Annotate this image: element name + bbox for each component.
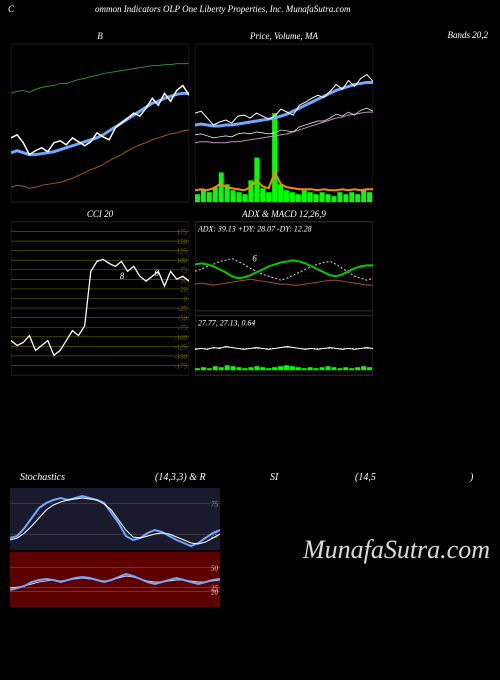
lbl-p3: ): [470, 472, 473, 483]
panel-pricevol: Price, Volume, MA: [194, 30, 374, 204]
watermark: MunafaSutra.com: [303, 535, 490, 565]
stochastics-chart: 7525: [10, 488, 220, 550]
svg-text:20: 20: [211, 588, 219, 596]
rsi-chart: 502520: [10, 552, 220, 607]
cci-chart: 1751501251007550250-25-50-75-100-125-150…: [11, 221, 189, 376]
adxmacd-chart: ADX: 39.13 +DY: 28.07 -DY: 12.28 6 27.77, …: [195, 221, 373, 376]
bbands-chart: [11, 43, 189, 203]
bands-label: Bands 20,2: [378, 30, 488, 40]
empty-cell: [378, 208, 488, 377]
adxmacd-title: ADX & MACD 12,26,9: [195, 209, 373, 219]
svg-text:175: 175: [177, 229, 188, 236]
svg-text:150: 150: [177, 239, 188, 246]
svg-text:75: 75: [180, 268, 187, 275]
panel-bbands: B: [10, 30, 190, 204]
svg-text:0: 0: [184, 296, 188, 303]
pricevol-title: Price, Volume, MA: [195, 31, 373, 41]
svg-text:8: 8: [120, 271, 125, 281]
svg-text:6: 6: [154, 268, 159, 278]
lbl-p2: (14,5: [355, 472, 376, 483]
panel-bandslabel: Bands 20,2: [378, 30, 488, 204]
panel-cci: CCI 20 1751501251007550250-25-50-75-100-…: [10, 208, 190, 377]
svg-text:75: 75: [211, 501, 219, 509]
cci-title: CCI 20: [11, 209, 189, 219]
pricevol-chart: [195, 43, 373, 203]
bottom-panels: 7525 502520: [10, 488, 220, 607]
svg-text:27.77, 27.13, 0.64: 27.77, 27.13, 0.64: [198, 319, 255, 328]
svg-text:-75: -75: [178, 325, 188, 332]
panel-adxmacd: ADX & MACD 12,26,9 ADX: 39.13 +DY: 28.07…: [194, 208, 374, 377]
svg-text:-150: -150: [174, 354, 187, 361]
header-mid: ommon Indicators OLP One Liberty Propert…: [95, 4, 350, 14]
svg-text:6: 6: [252, 253, 257, 263]
lbl-si: SI: [270, 472, 278, 483]
svg-text:125: 125: [177, 249, 188, 256]
svg-text:50: 50: [211, 565, 219, 573]
bbands-title: B: [11, 31, 189, 41]
lbl-stoch: Stochastics: [20, 472, 65, 483]
header-left: C: [8, 4, 14, 14]
svg-text:-100: -100: [174, 335, 187, 342]
svg-text:-125: -125: [174, 344, 187, 351]
chart-grid: B Price, Volume, MA Bands 20,2 CCI 20 17…: [10, 30, 488, 377]
svg-text:100: 100: [177, 258, 188, 265]
svg-text:-25: -25: [178, 306, 188, 313]
svg-text:-50: -50: [178, 316, 188, 323]
svg-text:25: 25: [180, 287, 187, 294]
svg-text:-175: -175: [174, 364, 187, 371]
stoch-rsi-label: Stochastics (14,3,3) & R SI (14,5 ): [20, 472, 480, 483]
lbl-p1: (14,3,3) & R: [155, 472, 206, 483]
svg-text:ADX: 39.13 +DY: 28.07 -DY: 12.: ADX: 39.13 +DY: 28.07 -DY: 12.28: [197, 225, 312, 234]
